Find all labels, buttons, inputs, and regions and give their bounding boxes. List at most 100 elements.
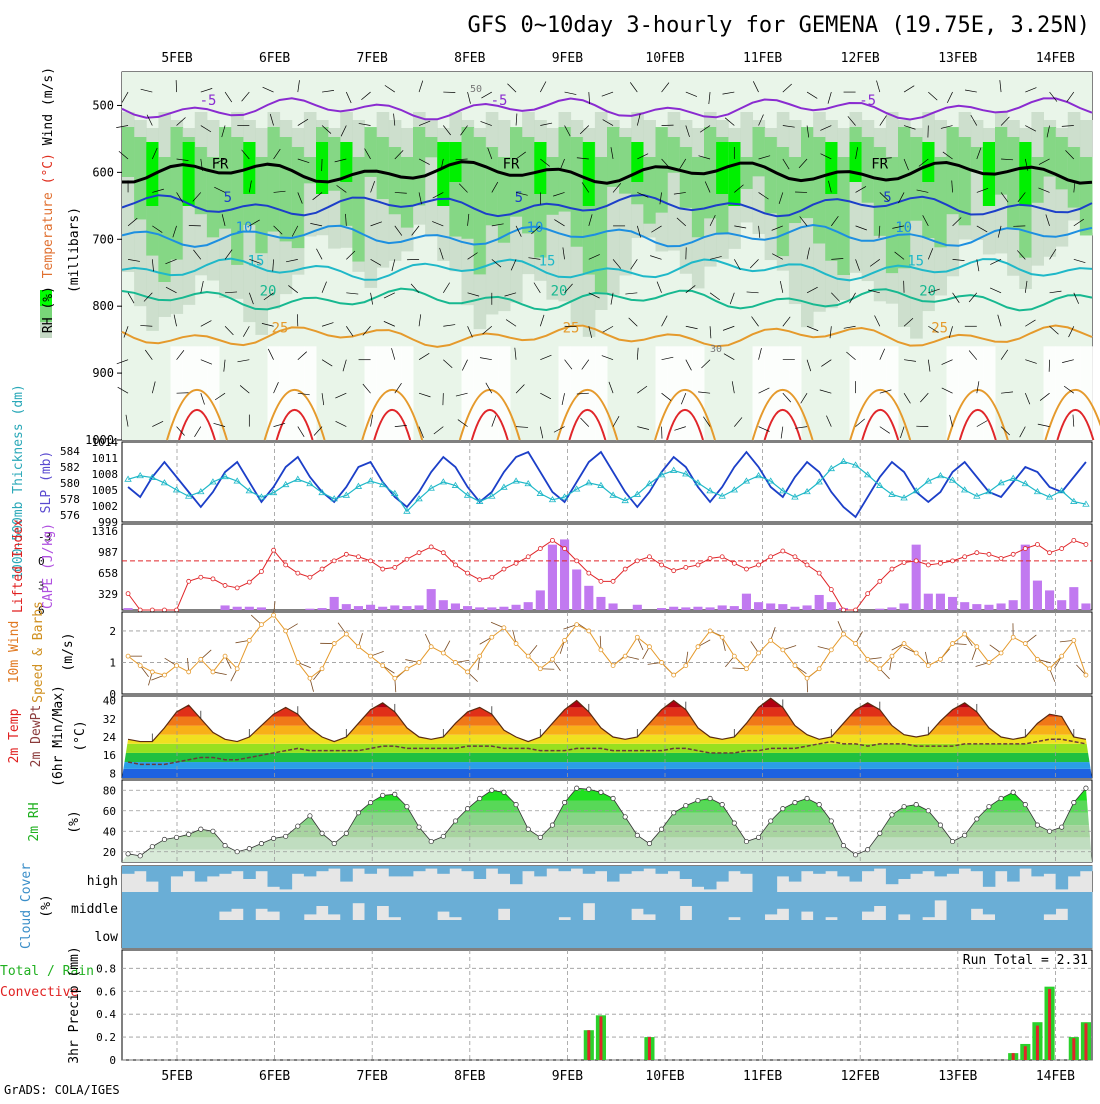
cloud-bar [401, 920, 414, 948]
lifted-index-point [247, 580, 251, 584]
cape-panel-frame [122, 524, 1092, 610]
cloud-bar [983, 920, 996, 948]
rh-band-green [158, 157, 171, 282]
lifted-index-point [890, 567, 894, 571]
cloud-bar [753, 866, 766, 892]
rh-point [938, 823, 942, 827]
cloud-bar [971, 920, 984, 948]
rh-point [756, 835, 760, 839]
rh-band-green [268, 127, 281, 232]
cloud-bar [813, 920, 826, 948]
cloud-bar [377, 892, 390, 906]
cloud-bar [389, 920, 402, 948]
cape-bar [718, 605, 727, 610]
lifted-index-point [708, 556, 712, 560]
cape-bar [1033, 581, 1042, 610]
cloud-bar [728, 920, 741, 948]
precip-convective-bar [1012, 1053, 1015, 1060]
chart-title: GFS 0~10day 3-hourly for GEMENA (19.75E,… [467, 13, 1090, 38]
rh-point [1035, 823, 1039, 827]
isotherm-label: -5 [200, 93, 217, 109]
rh-point [1023, 802, 1027, 806]
date-label-bottom: 13FEB [938, 1069, 977, 1084]
isotherm-label: 25 [563, 320, 580, 336]
slp-tick-label: 1008 [92, 468, 119, 481]
lifted-index-point [563, 547, 567, 551]
wind-speed-point [1035, 657, 1039, 661]
cloud-bar [474, 866, 487, 879]
wind-speed-point [951, 642, 955, 646]
lifted-index-point [611, 579, 615, 583]
date-label-top: 5FEB [161, 51, 192, 66]
lifted-index-point [987, 552, 991, 556]
rh-point [647, 841, 651, 845]
cloud-bar [510, 920, 523, 948]
cloud-bar [910, 920, 923, 948]
cloud-bar [122, 892, 135, 920]
cloud-bar [292, 892, 305, 920]
cloud-bar [1044, 892, 1057, 914]
lifted-index-point [284, 563, 288, 567]
cloud-bar [922, 892, 935, 917]
cape-bar [900, 603, 909, 610]
cloud-bar [207, 920, 220, 948]
rh-band-green [765, 137, 778, 213]
cape-bar [766, 603, 775, 610]
cape-bar [415, 605, 424, 610]
isotherm-label: 10 [527, 220, 544, 236]
cross-section-ylabel-part: RH (%) [41, 278, 56, 333]
cloud-bar [668, 866, 681, 871]
rh-band-green [595, 157, 608, 292]
cloud-bar [462, 892, 475, 920]
rh-band-bright [825, 142, 838, 194]
lifted-index-point [162, 608, 166, 612]
cape-bar [972, 604, 981, 610]
rh-point [296, 824, 300, 828]
cloud-bar [777, 920, 790, 948]
wind-speed-point [866, 657, 870, 661]
cape-ylabel-part: CAPE (J/kg) [41, 523, 56, 609]
wind-speed-point [623, 654, 627, 658]
thickness-tick-label: 578 [60, 493, 80, 506]
cloud-bar [449, 892, 462, 917]
cloud-bar [280, 866, 293, 889]
cloud-bar [195, 866, 208, 882]
cape-bar [439, 600, 448, 610]
rh-point [587, 787, 591, 791]
cloud-bar [328, 892, 341, 914]
rh-band-green [692, 157, 705, 237]
temp-ylabel-2: 2m DewPt [29, 705, 44, 768]
cloud-bar [231, 920, 244, 948]
cloud-bar [862, 866, 875, 871]
cape-bar [318, 608, 327, 610]
cloud-bar [753, 920, 766, 948]
precip-tick-label: 0 [109, 1054, 116, 1067]
date-label-bottom: 6FEB [259, 1069, 290, 1084]
cloud-bar [534, 892, 547, 920]
cloud-bar [1068, 892, 1081, 920]
cloud-bar [971, 866, 984, 871]
cloud-bar [183, 920, 196, 948]
cloud-bar [704, 920, 717, 948]
wind-ylabel-1-part: 10m Wind [7, 621, 22, 684]
rh-band-mid [668, 112, 681, 251]
cloud-bar [158, 920, 171, 948]
cloud-bar [292, 920, 305, 948]
cloud-bar [886, 920, 899, 948]
cloud-bar [789, 892, 802, 920]
lifted-index-point [587, 571, 591, 575]
cloud-ylabel-2: (%) [39, 894, 54, 917]
date-label-bottom: 9FEB [552, 1069, 583, 1084]
wind-speed-point [805, 676, 809, 680]
cloud-bar [619, 920, 632, 948]
cape-bar [124, 608, 133, 610]
wind-speed-point [344, 632, 348, 636]
lifted-index-point [926, 563, 930, 567]
cape-bar [427, 589, 436, 610]
cloud-bar [243, 920, 256, 948]
rh-band-green [280, 137, 293, 241]
rh-point [417, 825, 421, 829]
date-label-top: 14FEB [1036, 51, 1075, 66]
wind-ylabel-2-part: Speed & Barbs [31, 601, 46, 703]
cloud-bar [486, 892, 499, 920]
